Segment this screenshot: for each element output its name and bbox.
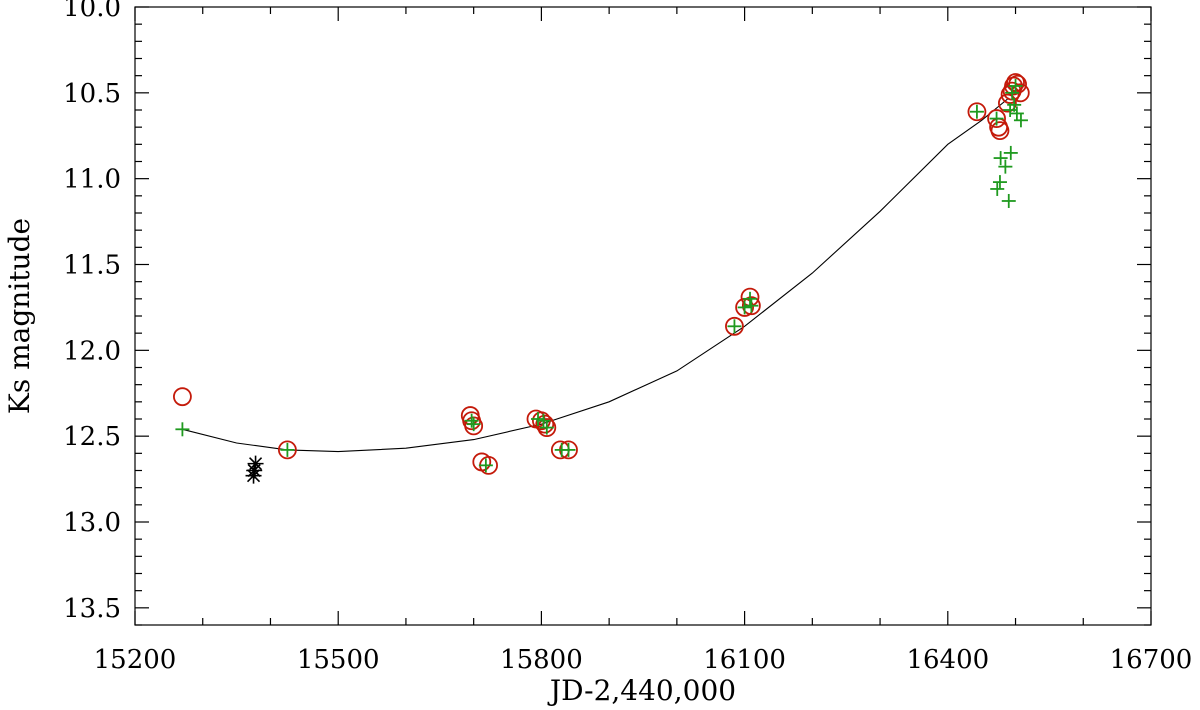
y-tick-label: 10.5 — [63, 79, 121, 109]
plus-point — [993, 151, 1008, 166]
plus-point — [478, 458, 493, 473]
y-tick-label: 13.5 — [63, 594, 121, 624]
y-tick-label: 11.5 — [63, 251, 121, 281]
axis-ticks — [134, 6, 1152, 626]
y-tick-label: 13.0 — [63, 508, 121, 538]
plus-point — [727, 319, 742, 334]
star-point-d2 — [246, 469, 261, 483]
circle-point — [725, 316, 744, 336]
circle-point — [277, 440, 297, 460]
circle-point — [967, 102, 987, 122]
plus-point — [990, 181, 1005, 196]
plus-point — [539, 420, 554, 435]
circle-point — [535, 414, 555, 434]
plus-point — [743, 291, 758, 306]
circle-point — [987, 109, 1006, 128]
plus-point — [1013, 113, 1028, 128]
y-tick-label: 12.5 — [63, 422, 121, 452]
plus-point — [464, 413, 479, 428]
plus-point — [175, 422, 190, 437]
data-markers — [173, 73, 1030, 484]
plus-point — [1008, 78, 1023, 93]
plus-point — [989, 111, 1004, 126]
circle-point — [472, 452, 492, 472]
x-tick-label: 16100 — [703, 645, 786, 675]
x-tick-label: 15500 — [297, 645, 380, 675]
plot-frame — [134, 6, 1152, 626]
x-tick-label: 16700 — [1110, 645, 1193, 675]
x-tick-labels: 15200 15500 15800 16100 16400 16700 — [94, 645, 1193, 675]
plus-point — [1003, 145, 1018, 160]
circle-point — [537, 418, 557, 437]
y-tick-label: 11.0 — [63, 165, 121, 195]
plus-point — [1005, 85, 1020, 100]
plus-point — [536, 413, 551, 428]
y-tick-label: 10.0 — [63, 0, 121, 23]
plus-point — [969, 104, 984, 119]
plus-point — [992, 175, 1007, 190]
plus-point — [466, 417, 481, 432]
plus-point — [744, 298, 759, 313]
circle-point — [741, 296, 761, 316]
y-axis-title: Ks magnitude — [3, 218, 36, 414]
plus-point — [1007, 97, 1022, 112]
plus-point — [998, 159, 1013, 174]
circle-point — [173, 387, 192, 407]
y-tick-labels: 10.0 10.5 11.0 11.5 12.0 12.5 13.0 13.5 — [63, 0, 121, 624]
x-tick-label: 15800 — [500, 645, 583, 675]
circle-point — [998, 93, 1017, 113]
plus-point — [1001, 193, 1016, 208]
plus-point — [561, 442, 576, 457]
circle-point — [990, 121, 1010, 141]
x-tick-label: 16400 — [906, 645, 989, 675]
star-point — [245, 467, 262, 484]
plus-point — [737, 300, 752, 315]
plus-point — [280, 442, 295, 457]
x-axis-title: JD-2,440,000 — [547, 674, 736, 707]
fit-curve — [182, 97, 1010, 453]
y-tick-label: 12.0 — [63, 336, 121, 366]
x-tick-label: 15200 — [94, 645, 177, 675]
